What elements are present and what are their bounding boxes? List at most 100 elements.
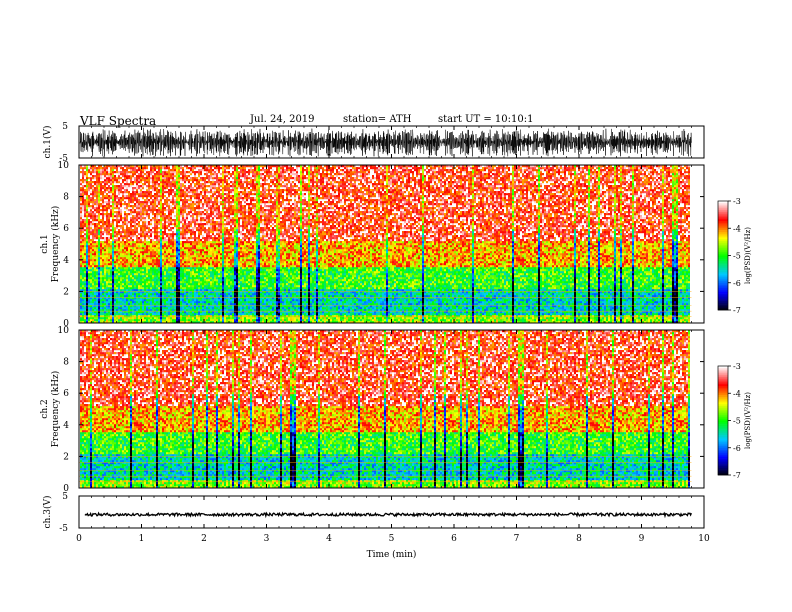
psd-cell (86, 245, 88, 247)
psd-cell (80, 217, 82, 219)
psd-cell (94, 251, 96, 253)
psd-cell (90, 285, 92, 287)
psd-cell (90, 181, 92, 183)
psd-cell (88, 243, 90, 245)
psd-cell (84, 167, 86, 169)
psd-cell (82, 273, 84, 275)
psd-cell (84, 279, 86, 281)
psd-cell (80, 303, 82, 305)
psd-cell (84, 173, 86, 175)
psd-cell (94, 299, 96, 301)
psd-cell (96, 283, 98, 285)
psd-cell (86, 265, 88, 267)
psd-cell (86, 205, 88, 207)
psd-cell (90, 255, 92, 257)
psd-cell (92, 265, 94, 267)
psd-cell (82, 245, 84, 247)
psd-cell (80, 237, 82, 239)
psd-cell (96, 295, 98, 297)
psd-cell (82, 277, 84, 279)
psd-cell (92, 287, 94, 289)
psd-cell (82, 303, 84, 305)
psd-cell (88, 185, 90, 187)
psd-cell (90, 271, 92, 273)
psd-cell (96, 313, 98, 315)
psd-cell (80, 307, 82, 309)
psd-cell (96, 273, 98, 275)
psd-cell (90, 313, 92, 315)
psd-cell (90, 207, 92, 209)
psd-cell (96, 191, 98, 193)
psd-cell (92, 263, 94, 265)
psd-cell (90, 287, 92, 289)
psd-cell (86, 207, 88, 209)
psd-cell (92, 283, 94, 285)
psd-cell (90, 301, 92, 303)
psd-cell (84, 313, 86, 315)
psd-cell (84, 317, 86, 319)
psd-cell (90, 289, 92, 291)
psd-cell (82, 231, 84, 233)
psd-cell (96, 251, 98, 253)
psd-cell (86, 261, 88, 263)
psd-cell (88, 227, 90, 229)
psd-cell (98, 303, 100, 305)
psd-cell (88, 245, 90, 247)
psd-cell (84, 261, 86, 263)
psd-cell (96, 197, 98, 199)
psd-cell (88, 265, 90, 267)
psd-cell (92, 257, 94, 259)
psd-cell (84, 225, 86, 227)
psd-cell (94, 215, 96, 217)
psd-cell (84, 253, 86, 255)
psd-cell (94, 281, 96, 283)
psd-cell (82, 199, 84, 201)
psd-cell (86, 235, 88, 237)
psd-cell (92, 175, 94, 177)
psd-cell (84, 247, 86, 249)
psd-cell (92, 233, 94, 235)
psd-cell (82, 197, 84, 199)
psd-cell (90, 221, 92, 223)
psd-cell (96, 243, 98, 245)
psd-cell (80, 319, 82, 321)
psd-cell (96, 193, 98, 195)
psd-cell (96, 167, 98, 169)
psd-cell (86, 247, 88, 249)
psd-cell (90, 187, 92, 189)
psd-cell (82, 265, 84, 267)
psd-cell (90, 173, 92, 175)
psd-cell (84, 273, 86, 275)
psd-cell (84, 231, 86, 233)
psd-cell (96, 263, 98, 265)
psd-cell (94, 283, 96, 285)
psd-cell (88, 259, 90, 261)
psd-cell (94, 297, 96, 299)
psd-cell (96, 203, 98, 205)
psd-cell (90, 211, 92, 213)
psd-cell (80, 223, 82, 225)
psd-cell (96, 289, 98, 291)
psd-cell (84, 249, 86, 251)
psd-cell (82, 181, 84, 183)
psd-cell (82, 225, 84, 227)
psd-cell (96, 223, 98, 225)
psd-cell (92, 299, 94, 301)
psd-cell (92, 295, 94, 297)
psd-cell (80, 247, 82, 249)
psd-cell (80, 251, 82, 253)
psd-cell (86, 273, 88, 275)
ch1-waveform-ylabel: ch.1(V) (42, 126, 53, 159)
psd-cell (86, 297, 88, 299)
psd-cell (84, 199, 86, 201)
psd-cell (82, 319, 84, 321)
psd-cell (84, 299, 86, 301)
psd-cell (86, 287, 88, 289)
psd-cell (96, 247, 98, 249)
psd-cell (90, 249, 92, 251)
psd-cell (84, 179, 86, 181)
psd-cell (80, 171, 82, 173)
psd-cell (98, 317, 100, 319)
psd-cell (80, 239, 82, 241)
psd-cell (96, 199, 98, 201)
